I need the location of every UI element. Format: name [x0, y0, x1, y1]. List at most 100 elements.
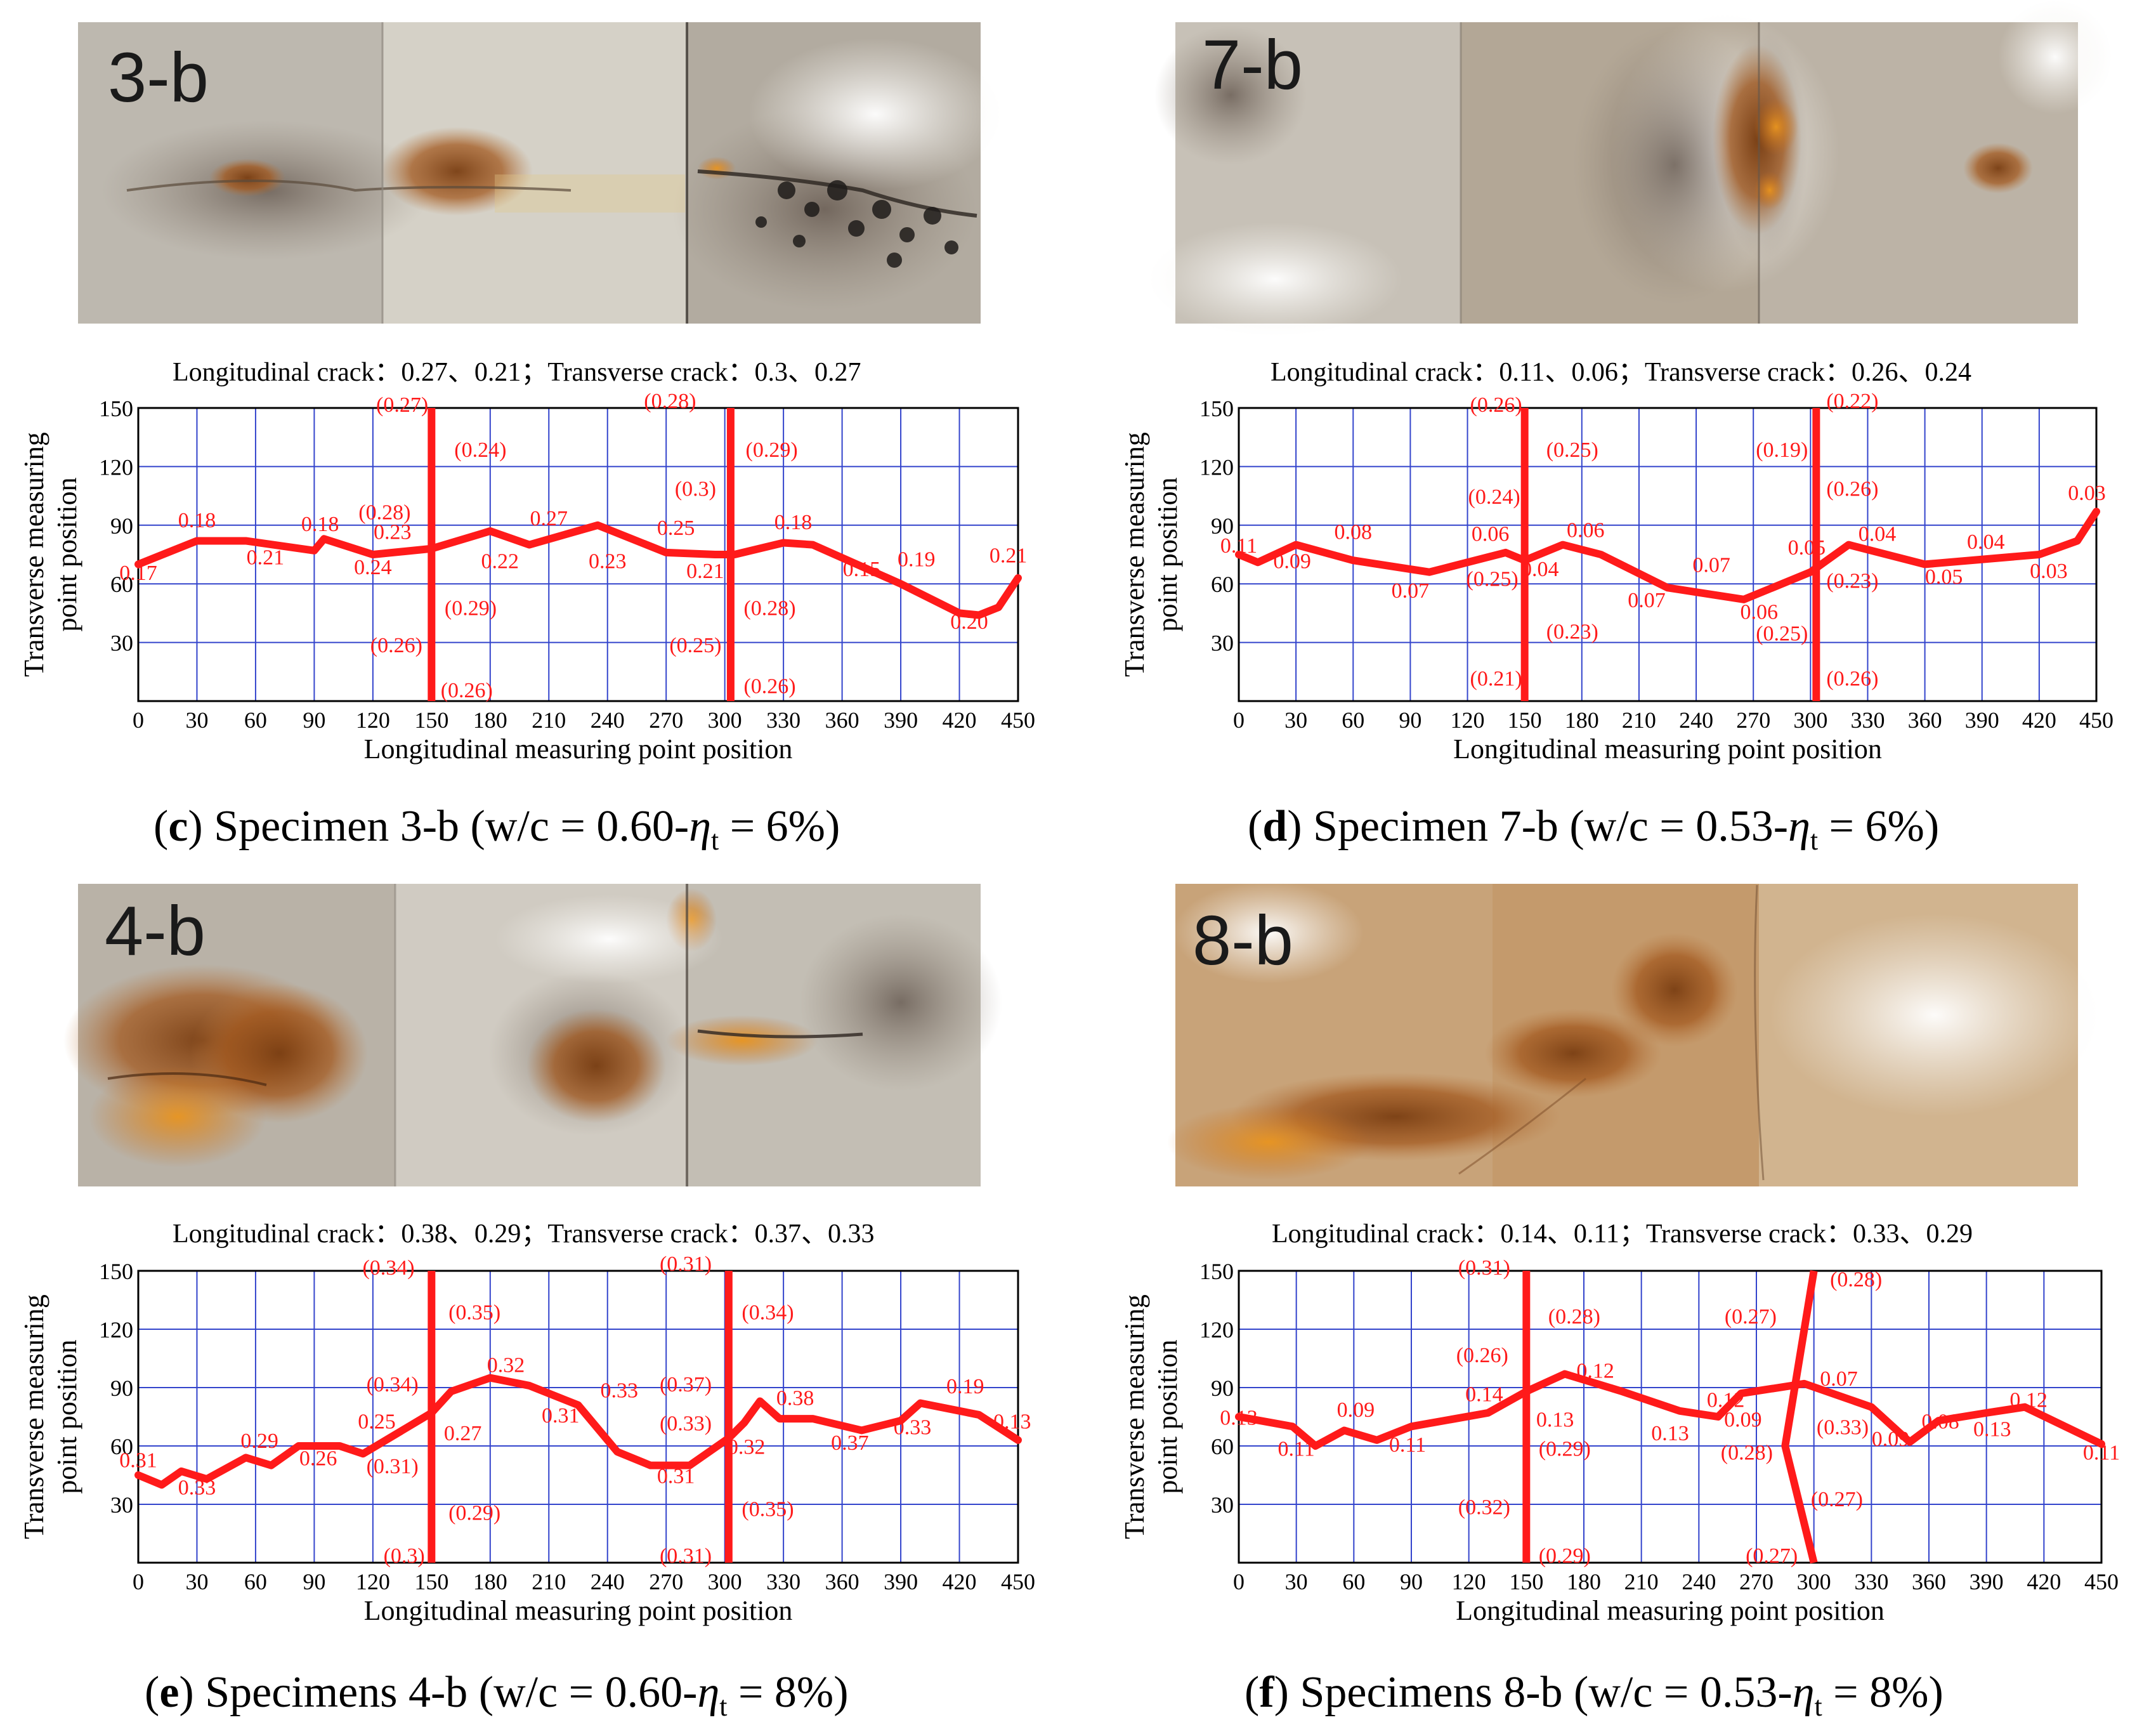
caption-f-sub: t	[1814, 1691, 1822, 1722]
y-tick-label: 30	[1211, 1492, 1234, 1518]
crack-width-label: (0.29)	[445, 596, 497, 620]
caption-d-letter: d	[1262, 802, 1287, 851]
caption-e-letter: e	[159, 1668, 179, 1717]
y-tick-label: 60	[1211, 1434, 1234, 1459]
crack-width-label: (0.31)	[367, 1455, 419, 1478]
x-tick-label: 330	[1854, 1569, 1888, 1594]
x-tick-label: 270	[649, 707, 683, 733]
specimen-photo-3b: 3-b	[78, 22, 1002, 324]
crack-width-label: 0.37	[831, 1431, 869, 1455]
x-tick-label: 0	[133, 1569, 144, 1594]
crack-width-label: (0.3)	[384, 1544, 425, 1568]
y-axis-title-line1: Transverse measuring	[1119, 1294, 1150, 1539]
crack-width-label: (0.29)	[1539, 1437, 1591, 1461]
x-tick-label: 90	[303, 1569, 325, 1594]
y-tick-label: 150	[1199, 1259, 1234, 1284]
crack-width-label: 0.33	[600, 1379, 638, 1402]
crack-width-label: (0.28)	[358, 501, 410, 525]
x-tick-label: 300	[708, 1569, 742, 1594]
crack-width-label: 0.11	[1220, 534, 1257, 558]
x-tick-label: 420	[2022, 707, 2056, 733]
x-tick-label: 450	[1001, 1569, 1035, 1594]
x-tick-label: 60	[244, 1569, 267, 1594]
x-tick-label: 300	[1797, 1569, 1831, 1594]
crack-width-label: (0.26)	[1456, 1344, 1508, 1367]
photo-label-4b: 4-b	[105, 892, 206, 970]
x-tick-label: 210	[532, 1569, 566, 1594]
caption-c: (c) Specimen 3-b (w/c = 0.60-ηt = 6%)	[154, 802, 840, 856]
plot-f: 0 30 60 90 120 150 180 210 240 270 300 330 360 390 420…	[1119, 1256, 2120, 1626]
crack-width-label: (0.23)	[1826, 569, 1878, 593]
x-tick-label: 390	[1965, 707, 1999, 733]
crack-width-label: (0.34)	[742, 1301, 794, 1325]
y-tick-label: 60	[110, 1434, 133, 1459]
crack-width-label: (0.25)	[669, 634, 721, 657]
caption-e: (e) Specimens 4-b (w/c = 0.60-ηt = 8%)	[145, 1668, 849, 1722]
y-tick-label: 30	[110, 1492, 133, 1518]
x-tick-label: 30	[1284, 707, 1307, 733]
y-axis-title: Transverse measuringpoint position	[1119, 432, 1183, 677]
longitudinal-crack-line	[134, 1374, 1022, 1489]
x-tick-label: 270	[649, 1569, 683, 1594]
crack-width-label: 0.12	[2009, 1389, 2048, 1412]
crack-width-label: 0.29	[240, 1429, 278, 1453]
x-tick-label: 60	[244, 707, 267, 733]
y-axis-title-line2: point position	[1152, 1339, 1183, 1494]
x-tick-label: 180	[473, 707, 507, 733]
crack-width-label: (0.27)	[1746, 1544, 1798, 1568]
y-tick-label: 30	[1211, 631, 1234, 656]
caption-d-sub: t	[1810, 825, 1818, 856]
crack-width-label: (0.28)	[1721, 1441, 1773, 1464]
x-tick-label: 390	[1970, 1569, 2004, 1594]
crack-width-label: 0.21	[686, 560, 724, 583]
crack-width-label: (0.29)	[1539, 1544, 1591, 1568]
x-tick-label: 360	[1912, 1569, 1946, 1594]
crack-width-label: 0.13	[993, 1410, 1031, 1433]
caption-c-letter: c	[168, 802, 188, 851]
x-tick-label: 180	[473, 1569, 507, 1594]
crack-width-label: 0.18	[774, 511, 813, 534]
x-tick-label: 450	[1001, 707, 1035, 733]
caption-c-sub: t	[711, 825, 719, 856]
caption-e-eta: η	[697, 1668, 719, 1717]
crack-width-label: 0.08	[1335, 520, 1373, 544]
x-tick-label: 330	[766, 1569, 800, 1594]
caption-f-eta: η	[1793, 1668, 1815, 1717]
crack-width-label: 0.24	[354, 556, 392, 579]
crack-width-label: (0.32)	[1458, 1495, 1510, 1519]
y-tick-label: 120	[99, 1317, 133, 1343]
x-tick-label: 390	[884, 707, 918, 733]
y-tick-label: 60	[1211, 572, 1234, 597]
x-axis-title: Longitudinal measuring point position	[364, 733, 793, 765]
crack-width-label: 0.12	[1707, 1389, 1745, 1412]
y-tick-label: 90	[1211, 1376, 1234, 1401]
x-tick-label: 210	[532, 707, 566, 733]
crack-width-label: (0.22)	[1826, 390, 1878, 413]
y-axis-title-line2: point position	[1152, 477, 1183, 631]
x-tick-label: 210	[1624, 1569, 1659, 1594]
caption-f-letter: f	[1259, 1668, 1274, 1717]
plot-c: 0 30 60 90 120 150 180 210 240 270 300 330 360 390 420…	[18, 390, 1035, 765]
plot-frame	[137, 407, 1019, 702]
caption-c-end: = 6%)	[719, 802, 840, 851]
x-tick-label: 210	[1622, 707, 1656, 733]
crack-width-label: 0.19	[898, 548, 936, 571]
crack-width-label: 0.31	[657, 1464, 695, 1488]
crack-width-label: 0.17	[119, 562, 157, 585]
y-tick-label: 120	[99, 454, 133, 480]
x-tick-label: 240	[591, 1569, 625, 1594]
crack-width-label: 0.11	[1389, 1433, 1426, 1457]
crack-width-label: 0.22	[481, 550, 519, 574]
transverse-crack-line	[1781, 1270, 1818, 1564]
crack-width-label: (0.26)	[1470, 393, 1522, 417]
crack-width-label: 0.21	[247, 546, 285, 569]
plot-e: 0 30 60 90 120 150 180 210 240 270 300 330 360 390 420…	[18, 1252, 1035, 1626]
crack-width-label: (0.35)	[448, 1301, 500, 1325]
crack-width-label: 0.38	[776, 1387, 814, 1410]
crack-width-label: (0.33)	[660, 1412, 712, 1435]
x-tick-label: 150	[414, 707, 448, 733]
crack-note-d: Longitudinal crack：0.11、0.06；Transverse …	[1271, 358, 1971, 387]
caption-e-sub: t	[719, 1691, 727, 1722]
y-tick-label: 90	[110, 513, 133, 539]
crack-width-label: 0.23	[589, 550, 627, 574]
